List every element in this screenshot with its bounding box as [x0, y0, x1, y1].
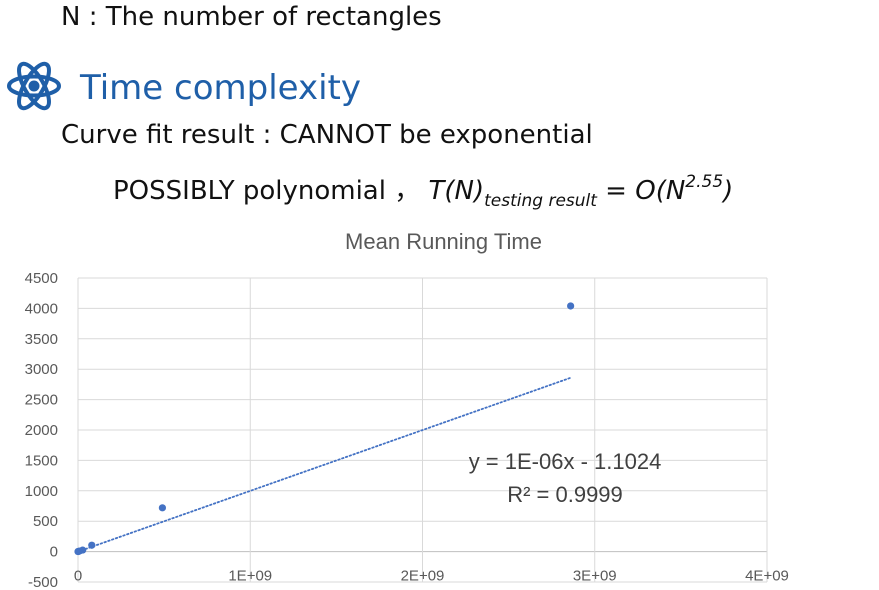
scatter-chart: -500 0 500 1000 1500 2000 2500 3000 3500 4000 4500… [25, 270, 789, 590]
curve-fit-text: Curve fit result : CANNOT be exponential [61, 120, 593, 150]
x-tick-label: 4E+09 [745, 568, 789, 585]
complexity-result-text: POSSIBLY polynomial ， T(N)testing result… [113, 170, 733, 211]
data-point [79, 546, 87, 554]
y-tick-label: 2500 [25, 392, 58, 409]
y-tick-label: 3500 [25, 331, 58, 348]
y-tick-label: 4000 [25, 300, 58, 317]
trendline-equation: y = 1E-06x - 1.1024 [469, 449, 662, 474]
y-tick-label: 1500 [25, 452, 58, 469]
data-point [567, 302, 575, 310]
data-point [88, 541, 96, 549]
x-tick-label: 2E+09 [401, 568, 445, 585]
y-tick-label: 500 [33, 513, 58, 530]
atom-icon [6, 58, 62, 118]
tn-label: T(N) [428, 176, 485, 206]
y-tick-label: 0 [50, 544, 58, 561]
big-o-close: ) [723, 176, 734, 206]
exponent-superscript: 2.55 [685, 172, 724, 192]
testing-result-subscript: testing result [484, 191, 597, 211]
polynomial-label: POSSIBLY polynomial ， [113, 176, 429, 206]
data-point [158, 504, 167, 512]
section-heading: Time complexity [80, 68, 361, 108]
y-tick-label: 1000 [25, 483, 58, 500]
r-squared-label: R² = 0.9999 [507, 482, 623, 507]
x-tick-label: 3E+09 [573, 568, 617, 585]
definition-text: N : The number of rectangles [61, 2, 442, 32]
x-tick-label: 1E+09 [228, 568, 272, 585]
x-tick-label: 0 [74, 568, 82, 585]
big-o-label: = O(N [596, 176, 686, 206]
y-tick-label: 4500 [25, 270, 58, 287]
chart-title: Mean Running Time [345, 229, 542, 254]
y-tick-label: 2000 [25, 422, 58, 439]
y-tick-label: 3000 [25, 361, 58, 378]
heading-row: Time complexity [6, 58, 361, 118]
y-tick-label: -500 [28, 574, 58, 590]
trendline [77, 376, 572, 553]
